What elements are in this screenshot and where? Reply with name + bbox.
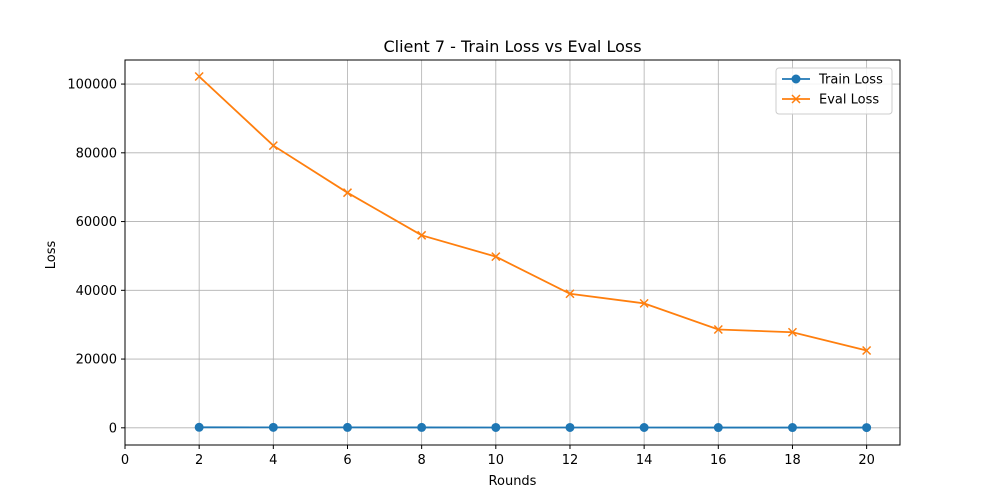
data-point (342, 188, 353, 198)
x-tick-label: 10 (488, 453, 505, 468)
data-point (194, 422, 204, 432)
x-tick-label: 0 (121, 453, 129, 468)
x-tick-label: 6 (343, 453, 351, 468)
grid (124, 60, 900, 445)
x-tick-label: 2 (195, 453, 203, 468)
legend: Train Loss Eval Loss (775, 67, 893, 115)
data-point (268, 422, 278, 432)
data-point (639, 298, 649, 308)
x-tick-label: 12 (562, 453, 579, 468)
x-tick-label: 8 (418, 453, 426, 468)
y-tick-label: 40000 (76, 284, 117, 299)
data-point (417, 230, 427, 240)
y-tick-label: 20000 (76, 353, 117, 368)
legend-marker (791, 94, 801, 104)
x-tick-label: 14 (636, 453, 653, 468)
x-tick-label: 18 (784, 453, 801, 468)
y-axis-label: Loss (44, 241, 59, 270)
data-point (565, 422, 575, 432)
series-group (194, 71, 872, 433)
series-eval-loss (194, 71, 872, 355)
data-point (862, 345, 872, 355)
legend-label: Eval Loss (819, 93, 879, 108)
legend-entry: Eval Loss (782, 93, 879, 108)
ticks: 0 2 4 6 8 10 12 14 16 18 20 0 20000 40000 60000 80000 10… (67, 78, 875, 468)
data-point (787, 423, 797, 433)
data-point (713, 324, 723, 335)
data-point (713, 423, 723, 433)
data-point (787, 327, 797, 337)
x-tick-label: 20 (858, 453, 875, 468)
data-point (862, 423, 872, 433)
x-tick-label: 16 (710, 453, 727, 468)
data-point (342, 422, 352, 432)
legend-marker (791, 74, 801, 84)
data-point (491, 252, 501, 262)
data-point (417, 422, 427, 432)
series-train-loss (194, 422, 872, 433)
data-point (565, 289, 575, 299)
y-tick-label: 100000 (67, 78, 117, 93)
plot-frame (124, 59, 901, 446)
y-tick-label: 0 (109, 421, 117, 436)
legend-entry: Train Loss (782, 73, 883, 88)
series-line (198, 75, 867, 352)
data-point (194, 71, 204, 82)
y-tick-label: 80000 (76, 146, 117, 161)
x-axis-label: Rounds (489, 474, 537, 489)
legend-label: Train Loss (818, 73, 883, 88)
chart-title: Client 7 - Train Loss vs Eval Loss (383, 37, 641, 56)
data-point (268, 141, 278, 151)
y-tick-label: 60000 (76, 215, 117, 230)
data-point (639, 423, 649, 433)
x-tick-label: 4 (269, 453, 277, 468)
data-point (491, 422, 501, 432)
